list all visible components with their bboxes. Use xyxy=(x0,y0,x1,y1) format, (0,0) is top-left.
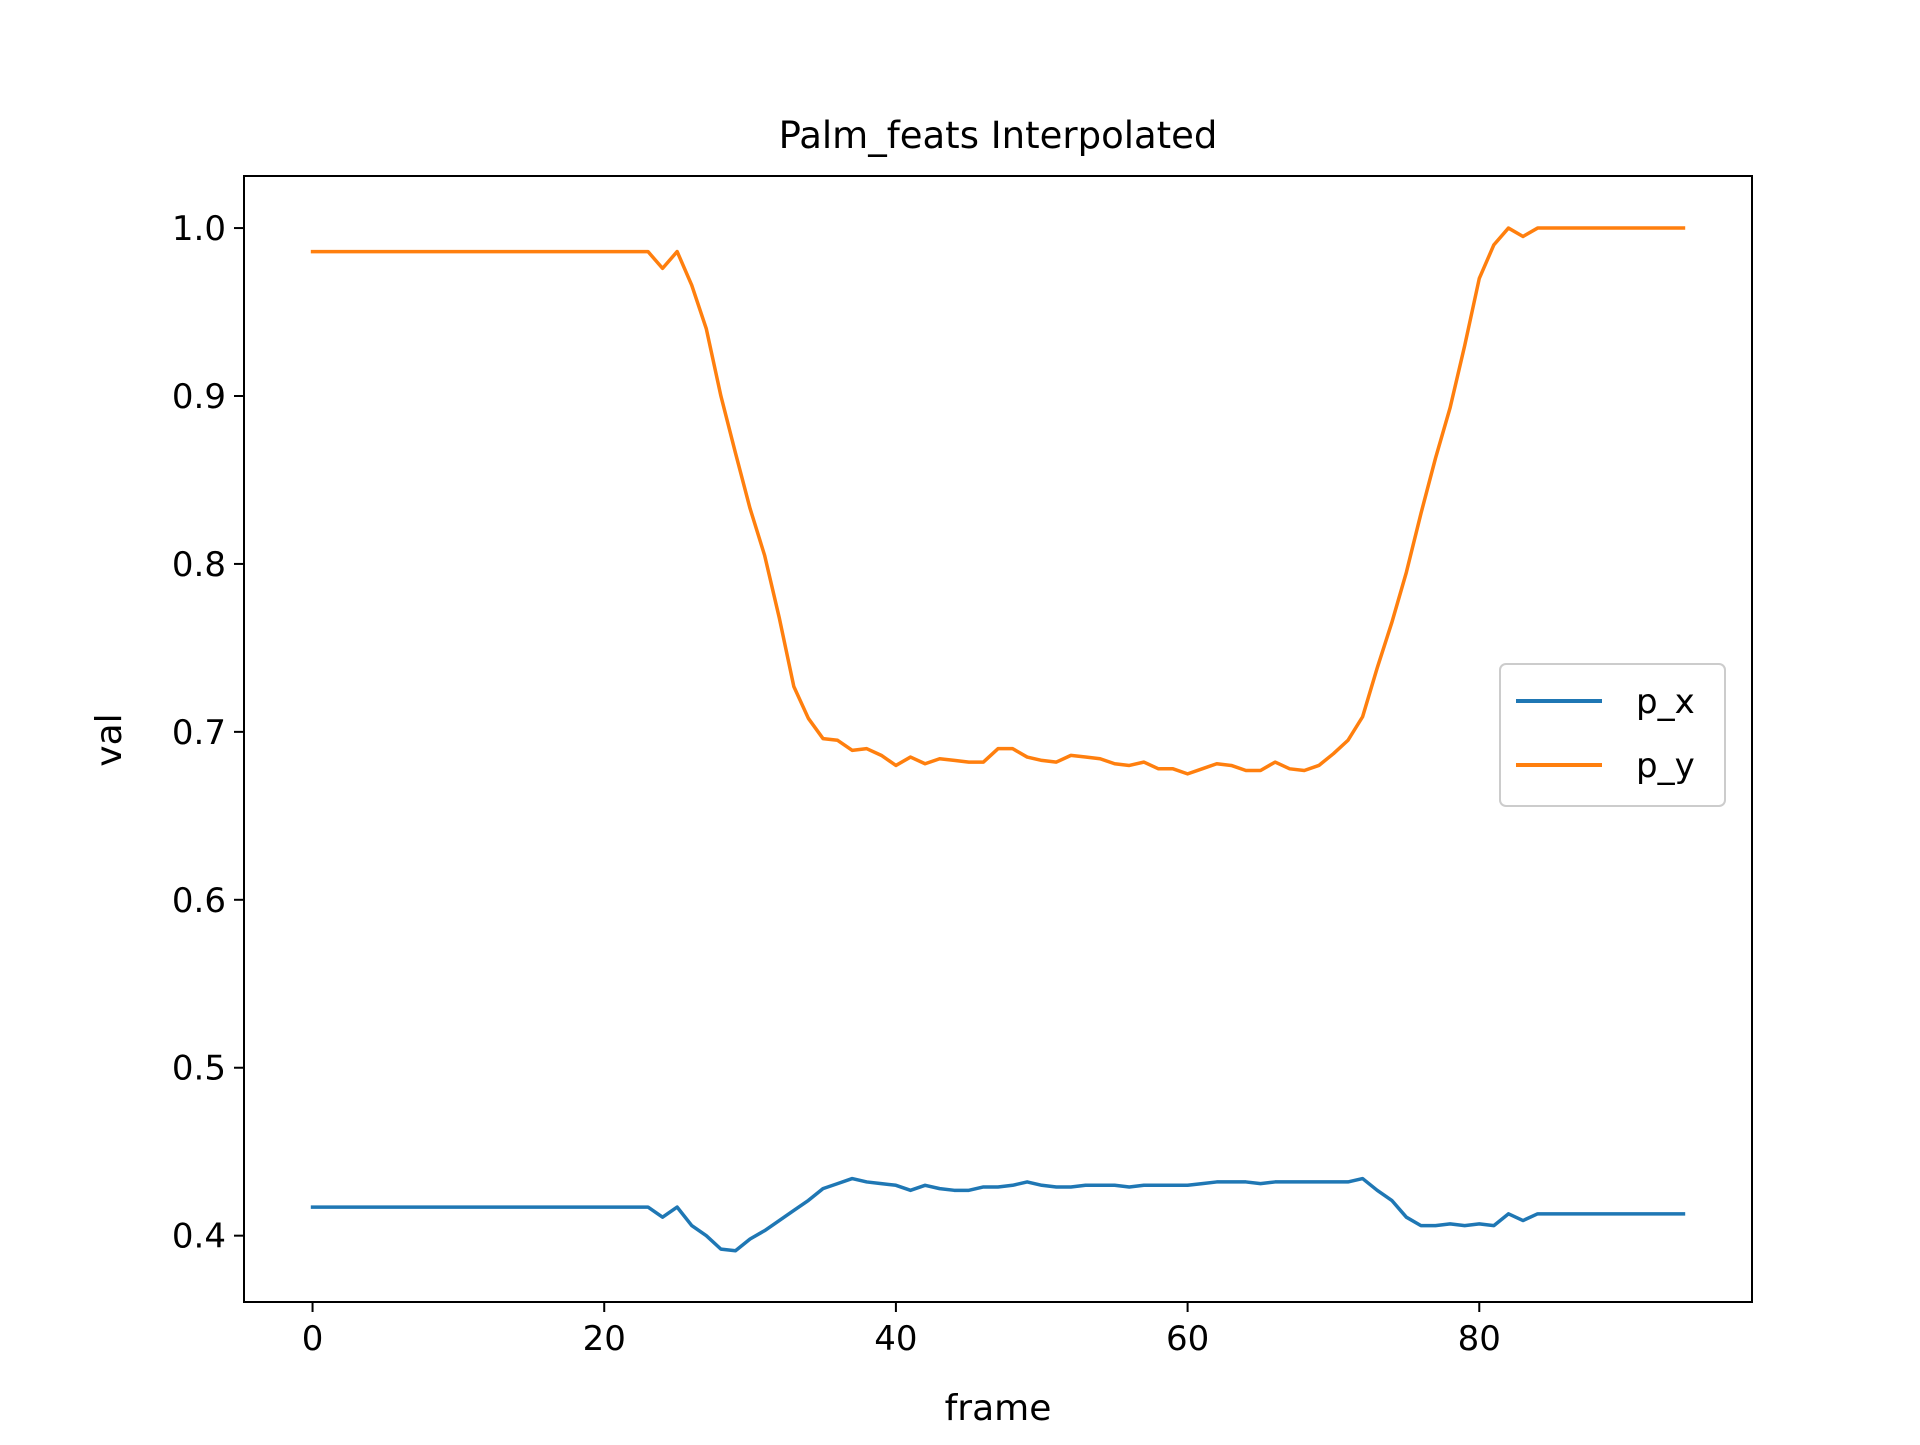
y-tick-label: 1.0 xyxy=(172,209,226,249)
y-axis-label: val xyxy=(89,713,130,766)
y-tick-label: 0.7 xyxy=(172,713,226,753)
y-tick-label: 0.6 xyxy=(172,881,226,921)
x-tick-label: 20 xyxy=(583,1319,626,1359)
y-tick-label: 0.8 xyxy=(172,545,226,585)
y-tick-label: 0.9 xyxy=(172,377,226,417)
x-axis-label: frame xyxy=(945,1388,1052,1429)
y-tick-label: 0.5 xyxy=(172,1049,226,1089)
legend-label: p_y xyxy=(1636,746,1695,786)
x-axis: 0 20 40 60 80 xyxy=(302,1302,1501,1359)
series-line-p-y xyxy=(310,226,1686,776)
series-line-p-x xyxy=(310,1176,1686,1253)
y-axis: 0.4 0.5 0.6 0.7 0.8 0.9 1.0 xyxy=(172,209,244,1257)
legend-label: p_x xyxy=(1636,682,1695,722)
y-tick-label: 0.4 xyxy=(172,1217,226,1257)
plot-frame xyxy=(243,175,1753,1303)
x-tick-label: 60 xyxy=(1166,1319,1209,1359)
series-layer xyxy=(310,226,1686,1253)
x-tick-label: 40 xyxy=(874,1319,917,1359)
x-tick-label: 0 xyxy=(302,1319,324,1359)
x-tick-label: 80 xyxy=(1458,1319,1501,1359)
legend: p_x p_y xyxy=(1499,663,1726,807)
chart-title: Palm_feats Interpolated xyxy=(779,114,1218,157)
